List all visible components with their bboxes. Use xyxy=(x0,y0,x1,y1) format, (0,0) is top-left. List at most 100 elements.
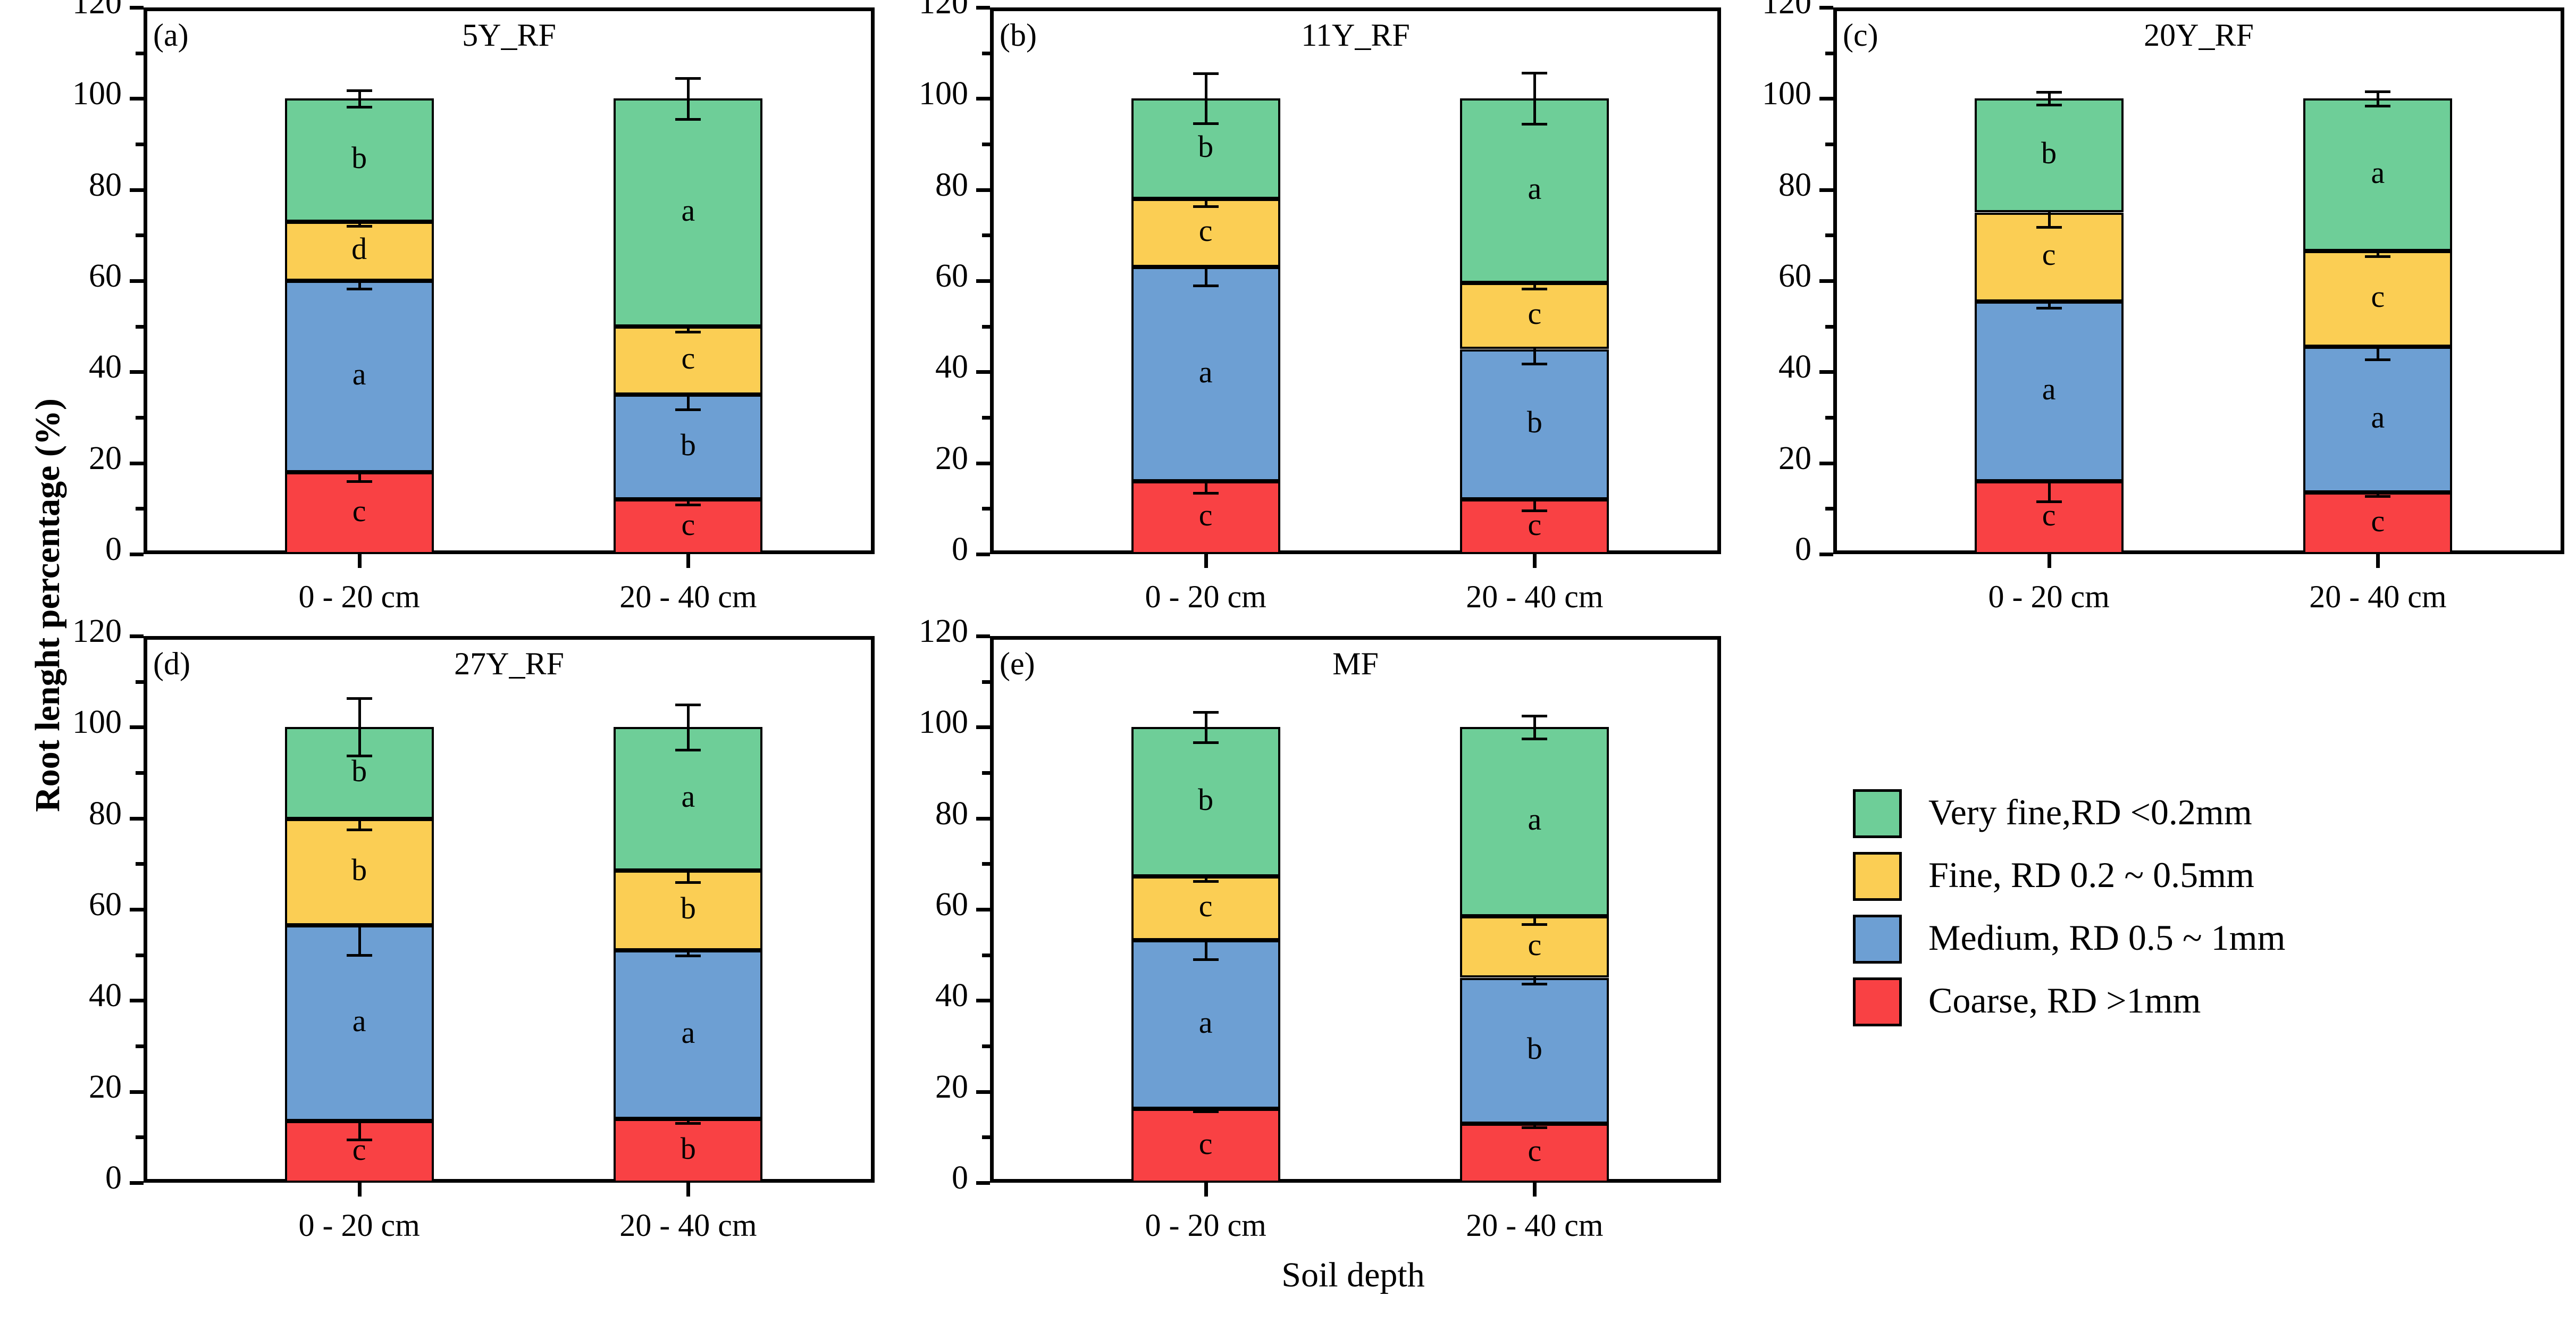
y-tick-major xyxy=(1819,461,1833,465)
y-tick-major xyxy=(976,6,990,10)
y-tick-major xyxy=(1819,97,1833,101)
significance-letter: a xyxy=(681,1015,695,1050)
significance-letter: a xyxy=(352,356,366,391)
y-tick-major xyxy=(130,999,144,1003)
x-tick-label: 0 - 20 cm xyxy=(1988,579,2110,614)
y-tick-label: 100 xyxy=(919,76,968,112)
significance-letter: a xyxy=(1528,171,1542,206)
significance-letter: c xyxy=(2371,279,2385,314)
bar-segment xyxy=(614,98,763,327)
x-tick-label: 0 - 20 cm xyxy=(1145,579,1266,614)
x-tick xyxy=(357,554,362,568)
x-tick-label: 20 - 40 cm xyxy=(619,1208,757,1243)
legend-label: Coarse, RD >1mm xyxy=(1928,980,2201,1021)
y-tick-minor xyxy=(982,771,990,775)
y-tick-minor xyxy=(982,324,990,329)
legend-swatch xyxy=(1853,852,1902,901)
panel-tag: (b) xyxy=(1000,18,1037,53)
y-tick-minor xyxy=(1825,233,1833,238)
y-tick-label: 100 xyxy=(72,76,122,112)
error-bar-line xyxy=(358,272,361,289)
error-bar-cap xyxy=(1522,123,1548,126)
y-tick-minor xyxy=(982,953,990,957)
significance-letter: a xyxy=(1528,802,1542,837)
y-tick-major xyxy=(130,816,144,821)
y-tick-major xyxy=(130,188,144,192)
y-tick-minor xyxy=(136,771,144,775)
y-tick-label: 120 xyxy=(919,613,968,649)
bar-segment xyxy=(284,925,434,1122)
panel-tag: (e) xyxy=(1000,646,1035,681)
error-bar-line xyxy=(1204,249,1207,286)
y-tick-minor xyxy=(136,233,144,238)
error-bar-cap xyxy=(2365,105,2391,108)
significance-letter: a xyxy=(681,779,695,814)
error-bar-cap xyxy=(1193,205,1219,208)
y-tick-label: 100 xyxy=(72,704,122,741)
error-bar-line xyxy=(358,698,361,756)
y-tick-major xyxy=(976,908,990,911)
bar-segment xyxy=(1460,916,1609,978)
error-bar-line xyxy=(2048,92,2051,105)
bar-segment xyxy=(614,326,763,395)
significance-letter: b xyxy=(680,891,696,926)
error-bar-cap xyxy=(1522,982,1548,985)
error-bar-cap xyxy=(675,504,701,507)
error-bar-line xyxy=(2377,246,2380,256)
significance-letter: b xyxy=(2041,136,2057,171)
y-tick-label: 0 xyxy=(1795,531,1811,567)
y-tick-minor xyxy=(136,1135,144,1140)
y-tick-label: 80 xyxy=(935,166,968,203)
error-bar-cap xyxy=(675,330,701,333)
y-tick-minor xyxy=(982,862,990,866)
significance-letter: a xyxy=(2371,155,2385,190)
x-tick xyxy=(1533,1183,1537,1197)
y-tick-major xyxy=(976,461,990,465)
error-bar-line xyxy=(1533,73,1537,124)
error-bar-line xyxy=(687,704,690,750)
legend-swatch xyxy=(1853,789,1902,838)
y-tick-major xyxy=(130,725,144,730)
y-tick-label: 80 xyxy=(1778,166,1811,203)
error-bar-cap xyxy=(2036,225,2062,229)
bar-segment xyxy=(1974,98,2124,213)
bar-segment xyxy=(1460,283,1609,349)
error-bar-cap xyxy=(675,118,701,121)
error-bar-cap xyxy=(346,954,372,957)
y-tick-label: 120 xyxy=(72,613,122,649)
bar-segment xyxy=(1460,98,1609,283)
significance-letter: c xyxy=(1198,213,1213,248)
error-bar-line xyxy=(2048,461,2051,501)
y-tick-major xyxy=(976,725,990,730)
y-tick-minor xyxy=(982,416,990,420)
x-tick xyxy=(1533,554,1537,568)
y-tick-label: 60 xyxy=(935,887,968,923)
error-bar-cap xyxy=(675,703,701,706)
y-tick-minor xyxy=(136,680,144,684)
y-tick-label: 60 xyxy=(1778,258,1811,294)
panel-tag: (c) xyxy=(1843,18,1878,53)
y-tick-major xyxy=(130,634,144,638)
x-tick-label: 20 - 40 cm xyxy=(619,579,757,614)
error-bar-line xyxy=(2048,198,2051,227)
legend-swatch xyxy=(1853,977,1902,1026)
significance-letter: a xyxy=(1198,354,1213,389)
error-bar-cap xyxy=(1522,714,1548,717)
bar-segment xyxy=(1974,301,2124,481)
error-bar-cap xyxy=(1193,958,1219,961)
panel-title: 20Y_RF xyxy=(2144,18,2254,53)
significance-letter: c xyxy=(1198,1126,1213,1161)
legend-label: Medium, RD 0.5 ~ 1mm xyxy=(1928,917,2286,958)
error-bar-line xyxy=(687,859,690,882)
error-bar-cap xyxy=(346,829,372,832)
bar-segment xyxy=(1460,727,1609,916)
significance-letter: a xyxy=(352,1003,366,1039)
error-bar-cap xyxy=(346,697,372,700)
error-bar-cap xyxy=(1522,362,1548,365)
significance-letter: d xyxy=(351,231,367,266)
error-bar-line xyxy=(1204,73,1207,124)
y-tick-label: 0 xyxy=(105,531,122,567)
y-tick-label: 120 xyxy=(1762,0,1811,21)
y-tick-major xyxy=(976,553,990,556)
